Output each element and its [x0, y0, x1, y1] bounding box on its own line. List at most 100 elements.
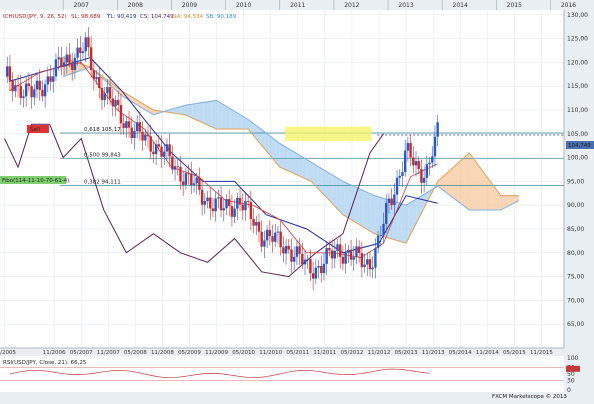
candle-body — [114, 100, 117, 107]
time-tick: 11/2015 — [530, 350, 553, 356]
cloud-segment — [264, 131, 269, 154]
price-tick: 125,00 — [567, 36, 588, 43]
candle-body — [65, 54, 68, 63]
time-tick: 05/2008 — [124, 350, 147, 356]
candle-body — [260, 231, 263, 247]
cloud-segment — [199, 102, 204, 124]
time-tick: 11/2006 — [43, 350, 66, 356]
time-tick: 11/2008 — [151, 350, 174, 356]
candle-body — [303, 259, 307, 265]
candle-body — [168, 144, 171, 157]
cloud-segment — [480, 168, 485, 210]
candle-body — [379, 235, 383, 236]
candle-body — [35, 80, 39, 90]
cloud-segment — [442, 173, 447, 193]
candle-body — [333, 250, 336, 259]
candle-body — [149, 136, 152, 152]
candle-body — [328, 248, 331, 251]
cloud-segment — [496, 189, 500, 210]
candle-body — [127, 121, 131, 128]
candle-body — [309, 259, 312, 274]
candle-body — [238, 197, 242, 205]
legend-name[interactable]: ICH(USD/JPY, 9, 26, 52) — [3, 14, 67, 20]
candle-body — [214, 198, 217, 212]
candle-body — [22, 96, 25, 98]
cloud-segment — [287, 147, 292, 173]
candle-body — [274, 232, 277, 242]
candle-body — [252, 218, 255, 226]
cloud-segment — [173, 107, 178, 114]
time-tick: 11/2012 — [368, 350, 391, 356]
cloud-segment — [488, 178, 493, 210]
candle-body — [11, 80, 14, 92]
cloud-segment — [511, 195, 516, 205]
price-candles — [6, 27, 439, 290]
candle-body — [371, 267, 374, 270]
candle-body — [387, 198, 391, 203]
candle-body — [46, 76, 50, 85]
candle-body — [24, 83, 28, 97]
candle-body — [352, 257, 355, 260]
candle-body — [98, 77, 101, 89]
candle-body — [292, 256, 296, 262]
candle-body — [122, 123, 125, 129]
candle-body — [263, 240, 266, 247]
candle-body — [68, 54, 71, 63]
cloud-segment — [465, 153, 470, 210]
cloud-segment — [245, 117, 250, 131]
year-label: 2011 — [290, 2, 305, 9]
cloud-segment — [78, 62, 83, 72]
cloud-segment — [503, 195, 508, 209]
candle-body — [152, 151, 155, 155]
candle-body — [311, 273, 315, 279]
cloud-segment — [469, 153, 474, 210]
candle-body — [257, 221, 261, 232]
candle-body — [363, 264, 366, 268]
candle-body — [160, 146, 163, 157]
candle-body — [209, 197, 212, 209]
cloud-segment — [215, 100, 219, 130]
candle-body — [265, 229, 269, 241]
time-tick: 05/2015 — [503, 350, 526, 356]
candle-body — [60, 57, 63, 67]
cloud-segment — [279, 143, 284, 169]
cloud-segment — [450, 166, 455, 199]
cloud-segment — [256, 126, 261, 145]
time-tick: 05/2012 — [341, 350, 364, 356]
cloud-segment — [446, 169, 451, 196]
candle-body — [339, 244, 342, 257]
price-tick: 80,00 — [567, 250, 584, 257]
candle-body — [349, 249, 353, 260]
candle-body — [228, 199, 231, 207]
cloud-segment — [473, 158, 478, 210]
line-cs — [4, 123, 384, 278]
candle-body — [314, 267, 318, 279]
candle-body — [138, 122, 142, 132]
candle-body — [27, 83, 31, 87]
fib-label: 0,500 99,843 — [84, 152, 121, 158]
candle-body — [241, 204, 244, 211]
candle-body — [16, 85, 20, 86]
legend-cs: CS: 104,749 — [140, 14, 174, 20]
candle-body — [43, 84, 47, 97]
sell-tag-label: Sell — [30, 127, 40, 133]
cloud-segment — [408, 201, 413, 239]
year-label: 2012 — [344, 2, 359, 9]
time-axis: 12/2005 11/2006 05/2007 11/2007 05/2008 11/20… — [0, 347, 564, 356]
candle-body — [106, 87, 109, 94]
candle-body — [374, 248, 377, 268]
candle-body — [249, 201, 253, 219]
candle-body — [344, 252, 347, 264]
cloud-segment — [401, 203, 405, 243]
time-tick: 05/2011 — [286, 350, 309, 356]
price-tick: 70,00 — [567, 297, 584, 304]
year-label: 2015 — [507, 2, 522, 9]
candle-body — [431, 156, 434, 163]
cloud-segment — [389, 200, 394, 240]
candle-body — [125, 121, 128, 129]
candle-body — [79, 47, 82, 53]
candle-body — [433, 136, 437, 157]
candle-body — [130, 127, 133, 138]
